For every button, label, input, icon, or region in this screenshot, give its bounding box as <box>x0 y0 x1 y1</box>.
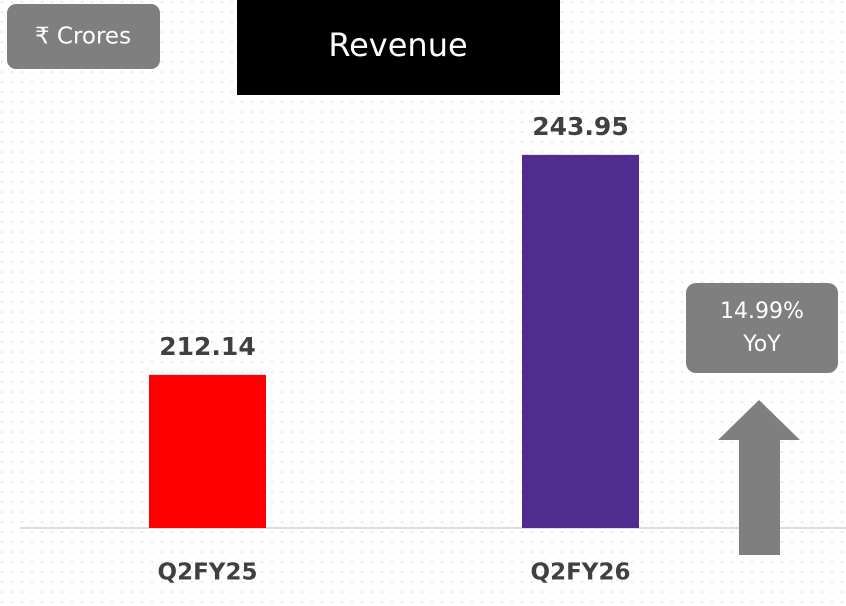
chart-title: Revenue <box>328 26 467 64</box>
x-tick-label: Q2FY26 <box>531 560 631 586</box>
yoy-change: 14.99% <box>720 299 804 324</box>
unit-badge <box>7 4 160 69</box>
up-arrow <box>718 400 800 555</box>
yoy-label: YoY <box>742 332 781 357</box>
bar <box>522 154 639 529</box>
unit-label: ₹ Crores <box>35 24 131 50</box>
value-label: 212.14 <box>159 332 255 361</box>
value-label: 243.95 <box>532 112 628 141</box>
bar <box>149 374 266 528</box>
yoy-box <box>686 283 838 373</box>
x-tick-label: Q2FY25 <box>158 560 258 586</box>
title-box <box>237 0 560 95</box>
